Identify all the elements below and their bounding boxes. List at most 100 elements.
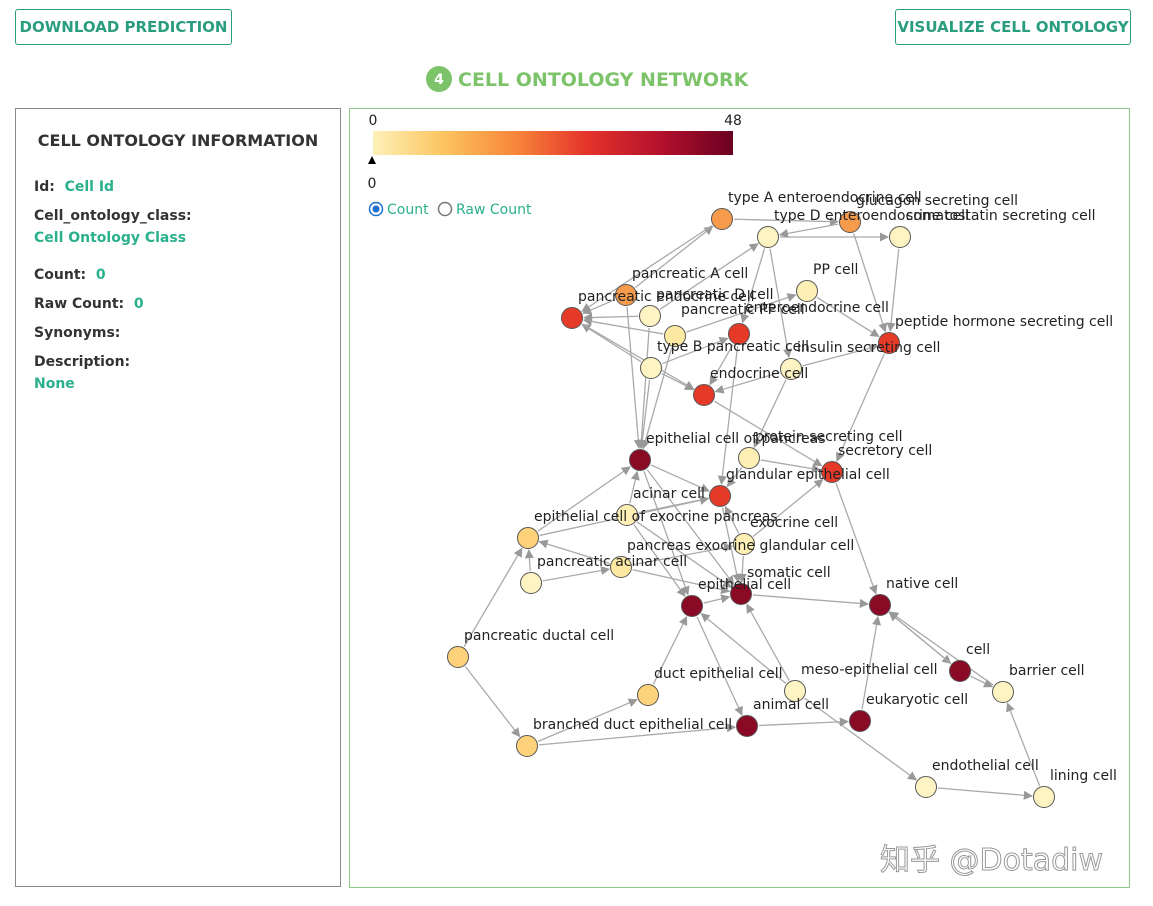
colorbar-min: 0 xyxy=(369,113,378,129)
node[interactable] xyxy=(516,735,538,757)
node[interactable] xyxy=(757,226,779,248)
node[interactable] xyxy=(1033,786,1055,808)
edge xyxy=(835,353,885,462)
node[interactable] xyxy=(637,684,659,706)
node-label: pancreas exocrine glandular cell xyxy=(627,538,854,554)
edge xyxy=(760,459,822,474)
node-label: PP cell xyxy=(813,262,858,278)
node[interactable] xyxy=(915,776,937,798)
node[interactable] xyxy=(517,527,539,549)
field-value: None xyxy=(34,376,75,392)
node[interactable] xyxy=(784,680,806,702)
field-value: 0 xyxy=(95,267,106,283)
edge xyxy=(696,616,743,716)
node[interactable] xyxy=(889,226,911,248)
node[interactable] xyxy=(693,384,715,406)
edge xyxy=(646,469,735,586)
node[interactable] xyxy=(821,461,843,483)
node-label: pancreatic endocrine cell xyxy=(578,289,755,305)
edge xyxy=(861,615,882,710)
step-badge xyxy=(426,66,452,92)
node-label: branched duct epithelial cell xyxy=(533,717,732,733)
node[interactable] xyxy=(629,449,651,471)
node[interactable] xyxy=(849,710,871,732)
node[interactable] xyxy=(615,284,637,306)
node[interactable] xyxy=(681,595,703,617)
edge xyxy=(633,524,686,597)
edge xyxy=(853,233,888,333)
node[interactable] xyxy=(664,325,686,347)
edge xyxy=(713,400,823,467)
node[interactable] xyxy=(878,332,900,354)
node[interactable] xyxy=(728,323,750,345)
node-label: pancreatic A cell xyxy=(632,266,748,282)
edge xyxy=(746,603,790,681)
node[interactable] xyxy=(520,572,542,594)
node-label: acinar cell xyxy=(633,486,705,502)
node-label: type B pancreatic cell xyxy=(657,339,809,355)
field: Count: 0 xyxy=(34,267,106,283)
edge xyxy=(643,471,690,596)
node[interactable] xyxy=(610,556,632,578)
node-label: endocrine cell xyxy=(710,366,808,382)
node[interactable] xyxy=(640,357,662,379)
node[interactable] xyxy=(616,504,638,526)
visualize-button[interactable]: VISUALIZE CELL ONTOLOGY xyxy=(895,9,1131,45)
edge xyxy=(700,613,787,684)
info-panel: CELL ONTOLOGY INFORMATION Id: Cell Id Cel… xyxy=(15,108,341,887)
edge xyxy=(835,483,878,595)
radio[interactable] xyxy=(437,201,453,217)
edge xyxy=(888,612,952,664)
edge xyxy=(636,521,732,588)
node[interactable] xyxy=(447,646,469,668)
section-title: CELL ONTOLOGY NETWORK xyxy=(458,69,750,91)
field-value: Cell Id xyxy=(64,179,115,195)
field: Description: None xyxy=(34,354,130,392)
node-label: epithelial cell of pancreas xyxy=(646,431,826,447)
node[interactable] xyxy=(561,307,583,329)
radio-label[interactable]: Count xyxy=(387,202,429,218)
field-label: Cell_ontology_class: xyxy=(34,208,192,224)
node[interactable] xyxy=(839,211,861,233)
node-label: pancreatic D cell xyxy=(656,287,774,303)
edge xyxy=(632,543,734,566)
edge xyxy=(753,379,787,448)
node[interactable] xyxy=(736,715,758,737)
node-label: cell xyxy=(966,642,990,658)
edge xyxy=(778,223,839,238)
colorbar-max: 48 xyxy=(724,113,742,129)
edge xyxy=(717,345,739,485)
node-label: peptide hormone secreting cell xyxy=(895,314,1113,330)
node[interactable] xyxy=(738,447,760,469)
node[interactable] xyxy=(780,358,802,380)
edge xyxy=(752,594,869,608)
node[interactable] xyxy=(733,533,755,555)
node-label: enteroendocrine cell xyxy=(745,300,889,316)
node[interactable] xyxy=(796,280,818,302)
download-button[interactable]: DOWNLOAD PREDICTION xyxy=(15,9,232,45)
edge xyxy=(652,615,688,685)
radio-label[interactable]: Raw Count xyxy=(456,202,532,218)
edge xyxy=(714,371,780,394)
node[interactable] xyxy=(869,594,891,616)
node-label: barrier cell xyxy=(1009,663,1085,679)
edge xyxy=(758,717,849,727)
node[interactable] xyxy=(730,583,752,605)
node[interactable] xyxy=(711,208,733,230)
field: Id: Cell Id xyxy=(34,179,114,195)
edge xyxy=(686,293,797,333)
node[interactable] xyxy=(992,681,1014,703)
node-label: duct epithelial cell xyxy=(654,666,783,682)
edge xyxy=(632,569,731,595)
node-label: secretory cell xyxy=(838,443,932,459)
field-label: Synonyms: xyxy=(34,325,121,341)
edge xyxy=(626,306,643,449)
node[interactable] xyxy=(949,660,971,682)
node-label: type A enteroendocrine cell xyxy=(728,190,922,206)
node-label: animal cell xyxy=(753,697,829,713)
edge xyxy=(724,505,740,534)
network-panel xyxy=(349,108,1130,888)
node[interactable] xyxy=(639,305,661,327)
node[interactable] xyxy=(709,485,731,507)
